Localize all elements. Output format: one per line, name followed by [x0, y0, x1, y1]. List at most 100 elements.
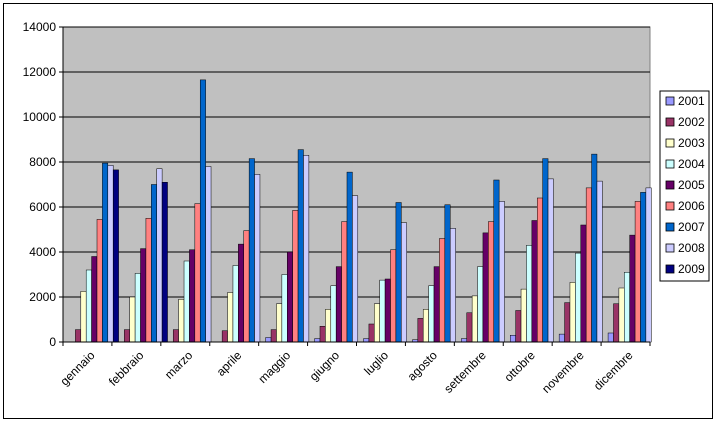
y-tick-label: 2000 — [29, 290, 56, 304]
bar-2009-gennaio — [112, 169, 119, 343]
bar-2008-marzo — [205, 166, 212, 343]
bar-2004-aprile — [232, 265, 239, 343]
bar-2007-ottobre — [542, 158, 549, 343]
bar-2002-maggio — [270, 329, 277, 343]
y-tick-label: 10000 — [23, 110, 57, 124]
bar-2005-marzo — [189, 249, 196, 343]
bar-2003-gennaio — [80, 291, 87, 343]
bar-2004-dicembre — [624, 272, 630, 343]
legend-swatch-2005 — [665, 180, 675, 190]
bar-2008-agosto — [449, 228, 456, 343]
bar-2007-agosto — [444, 204, 451, 343]
bar-2008-dicembre — [645, 187, 652, 343]
legend-label-2001: 2001 — [678, 94, 705, 108]
bar-2004-maggio — [281, 274, 288, 343]
bar-2008-settembre — [498, 201, 505, 343]
bar-2002-dicembre — [613, 303, 620, 343]
bar-2004-luglio — [379, 279, 386, 343]
legend-label-2005: 2005 — [678, 178, 705, 192]
y-tick-label: 14000 — [23, 20, 57, 34]
bar-2002-giugno — [319, 326, 326, 343]
bar-2008-febbraio — [156, 168, 163, 343]
bar-2001-luglio — [363, 338, 370, 343]
bar-2002-ottobre — [515, 310, 522, 343]
bar-2007-gennaio — [102, 162, 109, 343]
x-tick-label: giugno — [307, 348, 343, 384]
bar-2001-maggio — [265, 337, 272, 343]
bar-2004-marzo — [183, 260, 190, 343]
bar-2006-giugno — [341, 221, 348, 343]
bar-2004-gennaio — [85, 269, 92, 343]
legend-label-2002: 2002 — [678, 115, 705, 129]
bar-2007-settembre — [493, 179, 500, 343]
x-tick-label: dicembre — [591, 348, 636, 393]
bar-2005-gennaio — [91, 256, 98, 343]
bar-2006-marzo — [194, 203, 201, 343]
legend-label-2004: 2004 — [678, 157, 705, 171]
bar-2005-febbraio — [140, 248, 147, 343]
bar-2005-novembre — [580, 224, 587, 343]
bar-2002-gennaio — [75, 329, 82, 343]
bar-2006-settembre — [488, 221, 494, 343]
bar-2007-giugno — [346, 171, 353, 343]
bar-2001-settembre — [461, 338, 467, 343]
legend-swatch-2001 — [665, 96, 675, 106]
legend-label-2007: 2007 — [678, 220, 705, 234]
x-tick-label: marzo — [162, 348, 196, 382]
bar-2007-maggio — [297, 149, 304, 343]
bar-2007-novembre — [591, 153, 598, 343]
bar-2002-febbraio — [124, 329, 130, 343]
bar-2003-novembre — [569, 282, 576, 343]
legend-swatch-2008 — [665, 243, 675, 253]
bar-2002-novembre — [564, 302, 571, 343]
bar-2005-dicembre — [629, 234, 636, 343]
bar-2003-settembre — [471, 295, 478, 343]
bar-2005-ottobre — [531, 220, 538, 343]
bar-2003-luglio — [374, 303, 380, 343]
bar-2008-ottobre — [547, 178, 554, 343]
bar-2006-agosto — [439, 238, 446, 343]
bar-2001-dicembre — [607, 332, 614, 343]
bar-2008-gennaio — [107, 165, 114, 343]
legend-label-2008: 2008 — [678, 241, 705, 255]
bar-2005-giugno — [335, 266, 342, 343]
x-tick-label: agosto — [405, 348, 441, 384]
bar-2003-aprile — [227, 292, 234, 343]
bar-2002-aprile — [221, 330, 228, 343]
bar-2003-giugno — [325, 309, 332, 343]
bar-2004-agosto — [428, 285, 435, 343]
y-tick-label: 4000 — [29, 245, 56, 259]
bar-2006-maggio — [292, 210, 299, 343]
x-tick-label: novembre — [539, 348, 587, 396]
bar-2006-novembre — [585, 187, 592, 343]
x-tick-label: luglio — [361, 348, 391, 378]
x-axis: gennaio febbraio marzo aprile maggio giugno lu… — [57, 341, 651, 396]
bar-2007-marzo — [199, 79, 206, 343]
bar-2005-aprile — [238, 243, 245, 343]
bar-2003-agosto — [422, 309, 429, 343]
bar-2003-maggio — [276, 303, 283, 343]
bar-2001-ottobre — [510, 335, 516, 343]
bar-2005-maggio — [287, 251, 293, 343]
bar-2004-febbraio — [134, 273, 141, 343]
bar-2006-febbraio — [145, 218, 152, 343]
bar-2005-settembre — [482, 232, 489, 343]
legend-swatch-2007 — [665, 222, 675, 232]
bar-2008-maggio — [303, 155, 310, 343]
bar-2003-ottobre — [520, 288, 527, 343]
bar-2006-aprile — [243, 230, 250, 343]
bar-2007-luglio — [395, 202, 402, 343]
bar-2007-febbraio — [151, 184, 157, 343]
x-tick-label: gennaio — [57, 348, 97, 388]
y-tick-label: 0 — [49, 335, 56, 349]
bar-2002-luglio — [368, 323, 375, 343]
bar-2006-ottobre — [537, 197, 543, 343]
legend: 2001 2002 2003 2004 2005 2006 2007 2008 2009 — [659, 90, 710, 282]
bar-2002-marzo — [172, 329, 179, 343]
bar-2001-novembre — [558, 333, 565, 343]
bar-2003-dicembre — [618, 287, 625, 343]
bar-2008-novembre — [596, 180, 603, 343]
x-tick-label: aprile — [214, 348, 245, 379]
legend-swatch-2004 — [665, 159, 675, 169]
bar-2009-febbraio — [161, 182, 168, 343]
